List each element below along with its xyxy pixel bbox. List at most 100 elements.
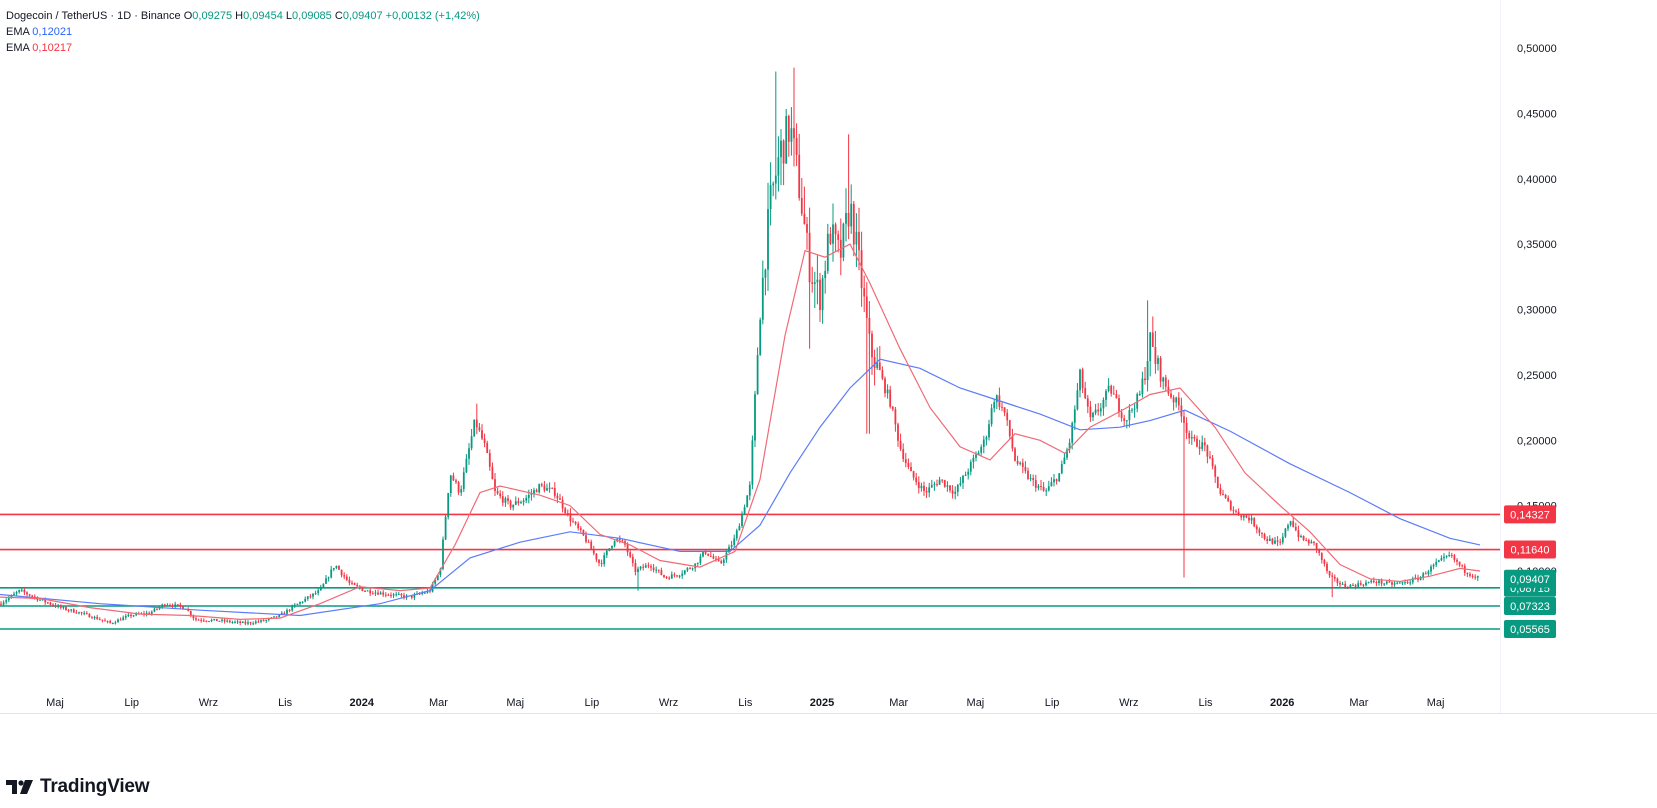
change-value: +0,00132 (+1,42%) (385, 10, 480, 22)
candle-body (603, 555, 606, 565)
close-value: 0,09407 (342, 10, 383, 22)
candle-body (689, 568, 691, 570)
candle-body (96, 616, 99, 620)
candle-body (1008, 420, 1011, 437)
candle-body (733, 538, 736, 546)
candle-body (657, 569, 660, 571)
tradingview-brand[interactable]: TradingView (6, 776, 150, 798)
candle-body (1003, 407, 1006, 413)
candle-body (1235, 510, 1237, 512)
ohlc-row: Dogecoin / TetherUS · 1D · Binance O0,09… (6, 8, 480, 24)
candle-body (1232, 509, 1235, 511)
candle-body (509, 500, 512, 508)
ema-row-1[interactable]: EMA 0,12021 (6, 24, 480, 40)
candle-body (715, 558, 717, 560)
ema-fast-line (0, 243, 1481, 621)
candle-body (678, 575, 681, 577)
candle-body (1333, 576, 1336, 579)
candle-body (470, 436, 473, 449)
candle-body (722, 559, 725, 563)
x-tick-label: Lis (738, 697, 753, 709)
candle-body (551, 487, 554, 489)
candle-body (91, 617, 93, 619)
candle-body (478, 427, 481, 431)
candle-body (444, 517, 447, 540)
last-price-tag-text: 0,09407 (1510, 574, 1550, 586)
candle-body (1284, 528, 1287, 537)
x-tick-label: Maj (1427, 697, 1445, 709)
candle-body (452, 475, 455, 481)
candle-body (20, 589, 23, 591)
candle-body (982, 439, 985, 447)
candle-body (819, 279, 821, 311)
candle-body (197, 619, 200, 621)
candle-body (1014, 448, 1016, 461)
candle-body (247, 622, 249, 624)
candle-body (215, 618, 218, 622)
candle-body (153, 608, 156, 612)
candle-body (933, 484, 936, 486)
candle-body (335, 566, 338, 568)
candle-body (709, 555, 712, 557)
candle-body (1297, 530, 1300, 538)
candle-body (423, 592, 426, 594)
candle-body (1349, 584, 1352, 589)
candle-body (236, 621, 239, 623)
price-axis[interactable]: 0,100000,150000,200000,250000,300000,350… (1517, 43, 1557, 578)
candle-body (1144, 378, 1146, 381)
candle-body (1409, 582, 1412, 584)
candle-body (395, 594, 398, 596)
candle-body (496, 491, 499, 494)
candle-body (1326, 563, 1328, 572)
candle-body (1021, 462, 1024, 467)
candle-body (1362, 584, 1365, 586)
candle-body (239, 621, 242, 623)
candle-body (803, 213, 806, 225)
candle-body (1466, 572, 1469, 575)
candle-body (1341, 583, 1344, 585)
candle-body (1211, 457, 1214, 467)
candle-body (353, 583, 356, 585)
time-axis[interactable]: Maj Lip Wrz Lis 2024 Mar Maj Lip Wrz Lis 2025 Mar Ma… (46, 697, 1444, 709)
candle-body (457, 482, 460, 493)
candle-body (538, 484, 541, 493)
candle-body (117, 619, 119, 623)
candle-body (413, 594, 416, 598)
candle-body (598, 559, 600, 564)
candle-body (301, 601, 304, 603)
candle-body (902, 449, 905, 460)
candle-body (192, 615, 195, 619)
candle-body (1133, 408, 1136, 410)
candle-body (886, 389, 889, 394)
candle-body (1190, 436, 1193, 439)
candle-body (67, 609, 70, 611)
candle-body (1323, 559, 1326, 564)
candle-body (46, 602, 49, 604)
candle-body (993, 402, 996, 409)
candle-body (72, 609, 75, 613)
candle-body (569, 513, 572, 522)
ema-row-2[interactable]: EMA 0,10217 (6, 40, 480, 56)
candle-body (652, 567, 655, 570)
candle-body (1310, 541, 1313, 544)
candle-body (10, 595, 13, 598)
candle-body (704, 551, 707, 554)
candle-body (1255, 526, 1258, 530)
candle-body (1037, 485, 1040, 488)
symbol-title[interactable]: Dogecoin / TetherUS · 1D · Binance (6, 10, 181, 22)
candle-body (392, 594, 395, 596)
candle-body (855, 231, 858, 245)
candle-body (1302, 535, 1305, 540)
high-value: 0,09454 (243, 10, 283, 22)
candle-body (793, 128, 795, 139)
candle-body (1346, 587, 1349, 589)
candle-body (1123, 418, 1126, 421)
candle-body (28, 594, 31, 596)
x-tick-label: Lis (278, 697, 293, 709)
candle-body (439, 568, 442, 576)
candle-body (806, 224, 808, 233)
candle-body (1336, 578, 1339, 583)
candle-body (52, 604, 54, 606)
candle-body (1006, 412, 1009, 421)
